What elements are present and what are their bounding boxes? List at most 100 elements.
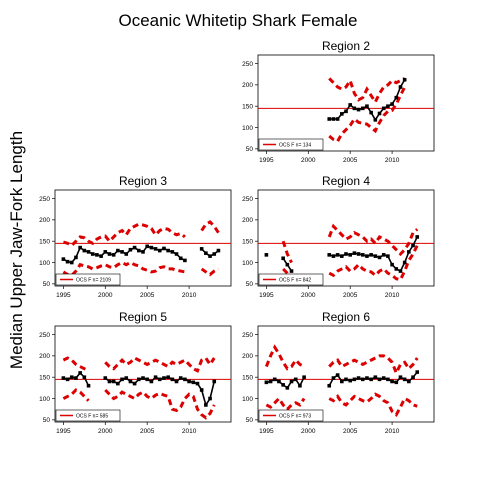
median-point xyxy=(348,253,352,257)
median-point xyxy=(340,112,344,116)
y-tick-label: 250 xyxy=(39,332,50,339)
panel-title: Region 2 xyxy=(322,39,370,53)
median-point xyxy=(365,376,369,380)
median-point xyxy=(272,377,277,382)
median-point xyxy=(369,253,373,257)
median-point xyxy=(398,375,403,379)
lower-bound-line xyxy=(200,267,220,277)
panels: Region 2 50 100 150 200 250 1995 2000 2005 2010 OC… xyxy=(39,39,435,435)
x-tick-label: 2000 xyxy=(301,157,316,164)
panel-region-2: Region 2 50 100 150 200 250 1995 2000 2005 2010 OC… xyxy=(242,39,435,164)
y-tick-label: 50 xyxy=(246,417,254,424)
x-tick-label: 2000 xyxy=(301,292,316,299)
upper-bound xyxy=(62,220,220,248)
median-line xyxy=(328,371,418,387)
upper-bound-line xyxy=(328,354,419,377)
y-axis-label: Median Upper Jaw-Fork Length xyxy=(7,131,26,369)
y-tick-label: 100 xyxy=(39,396,50,403)
x-tick-label: 2010 xyxy=(385,157,400,164)
median-point xyxy=(137,248,141,253)
median-point xyxy=(170,250,175,254)
median-point xyxy=(95,253,99,257)
median-point xyxy=(145,377,149,382)
median-point xyxy=(381,106,386,111)
median-line xyxy=(266,376,305,390)
median-point xyxy=(216,248,221,253)
median-point xyxy=(191,380,196,385)
plot-frame xyxy=(257,325,435,423)
x-tick-label: 2005 xyxy=(343,157,358,164)
median-point xyxy=(103,250,108,254)
median-point xyxy=(65,259,70,264)
median-point xyxy=(360,106,365,111)
median-point xyxy=(149,379,154,384)
median-point xyxy=(386,377,390,382)
panel-title: Region 3 xyxy=(119,174,167,188)
median-point xyxy=(78,371,82,375)
median-point xyxy=(174,252,179,256)
median-point xyxy=(293,377,298,382)
x-tick-label: 2010 xyxy=(385,428,400,435)
median xyxy=(61,244,221,265)
median-point xyxy=(157,377,162,382)
median xyxy=(61,371,217,407)
x-tick-label: 1995 xyxy=(56,428,71,435)
legend: OCS F n= 134 xyxy=(258,138,324,151)
y-tick-label: 150 xyxy=(39,375,50,382)
lower-bound-line xyxy=(328,244,419,282)
lower-bound-line xyxy=(104,388,216,420)
y-tick-label: 150 xyxy=(242,239,253,246)
median-point xyxy=(166,248,170,253)
y-tick-label: 150 xyxy=(242,375,253,382)
median-point xyxy=(141,250,145,254)
median-point xyxy=(170,377,175,382)
median-point xyxy=(65,377,70,382)
y-tick-label: 250 xyxy=(242,332,253,339)
median-point xyxy=(344,252,348,256)
x-tick-label: 2005 xyxy=(343,292,358,299)
legend-box xyxy=(258,273,324,286)
x-tick-label: 2005 xyxy=(140,428,155,435)
median-point xyxy=(390,379,394,384)
median-point xyxy=(208,396,212,401)
y-tick-label: 100 xyxy=(242,396,253,403)
panel-region-3: Region 3 50 100 150 200 250 1995 2000 2005 2010 OC… xyxy=(39,174,232,299)
median-point xyxy=(394,95,399,100)
lower-bound xyxy=(62,260,220,277)
legend-label: OCS F n= 585 xyxy=(76,413,108,419)
median-point xyxy=(373,254,378,258)
median-point xyxy=(116,381,120,386)
y-tick-label: 200 xyxy=(39,353,50,360)
median-point xyxy=(377,377,382,382)
y-tick-label: 50 xyxy=(246,281,254,288)
y-tick-label: 200 xyxy=(242,217,253,224)
panel-title: Region 4 xyxy=(322,174,370,188)
median-point xyxy=(302,375,306,379)
median-line xyxy=(329,236,418,273)
plot-frame xyxy=(54,325,232,423)
y-tick-label: 250 xyxy=(242,61,253,68)
median-point xyxy=(264,253,269,257)
median-point xyxy=(386,104,390,108)
median-point xyxy=(331,117,336,121)
median-point xyxy=(132,381,137,386)
legend: OCS F n= 842 xyxy=(258,273,324,286)
lower-bound-line xyxy=(62,388,90,402)
median-point xyxy=(289,379,294,384)
median-point xyxy=(162,376,166,380)
upper-bound-line xyxy=(104,356,216,373)
y-tick-label: 250 xyxy=(39,196,50,203)
y-tick-label: 150 xyxy=(242,104,253,111)
panel-title: Region 5 xyxy=(119,310,167,324)
upper-bound-line xyxy=(327,223,419,257)
median-point xyxy=(360,377,365,382)
median-point xyxy=(268,379,273,384)
median-point xyxy=(369,377,373,382)
median-point xyxy=(398,85,403,89)
median-point xyxy=(74,255,78,260)
median-point xyxy=(340,254,344,258)
x-tick-label: 2010 xyxy=(182,292,197,299)
median-point xyxy=(132,245,137,250)
legend-box xyxy=(55,409,121,422)
y-tick-label: 100 xyxy=(39,260,50,267)
